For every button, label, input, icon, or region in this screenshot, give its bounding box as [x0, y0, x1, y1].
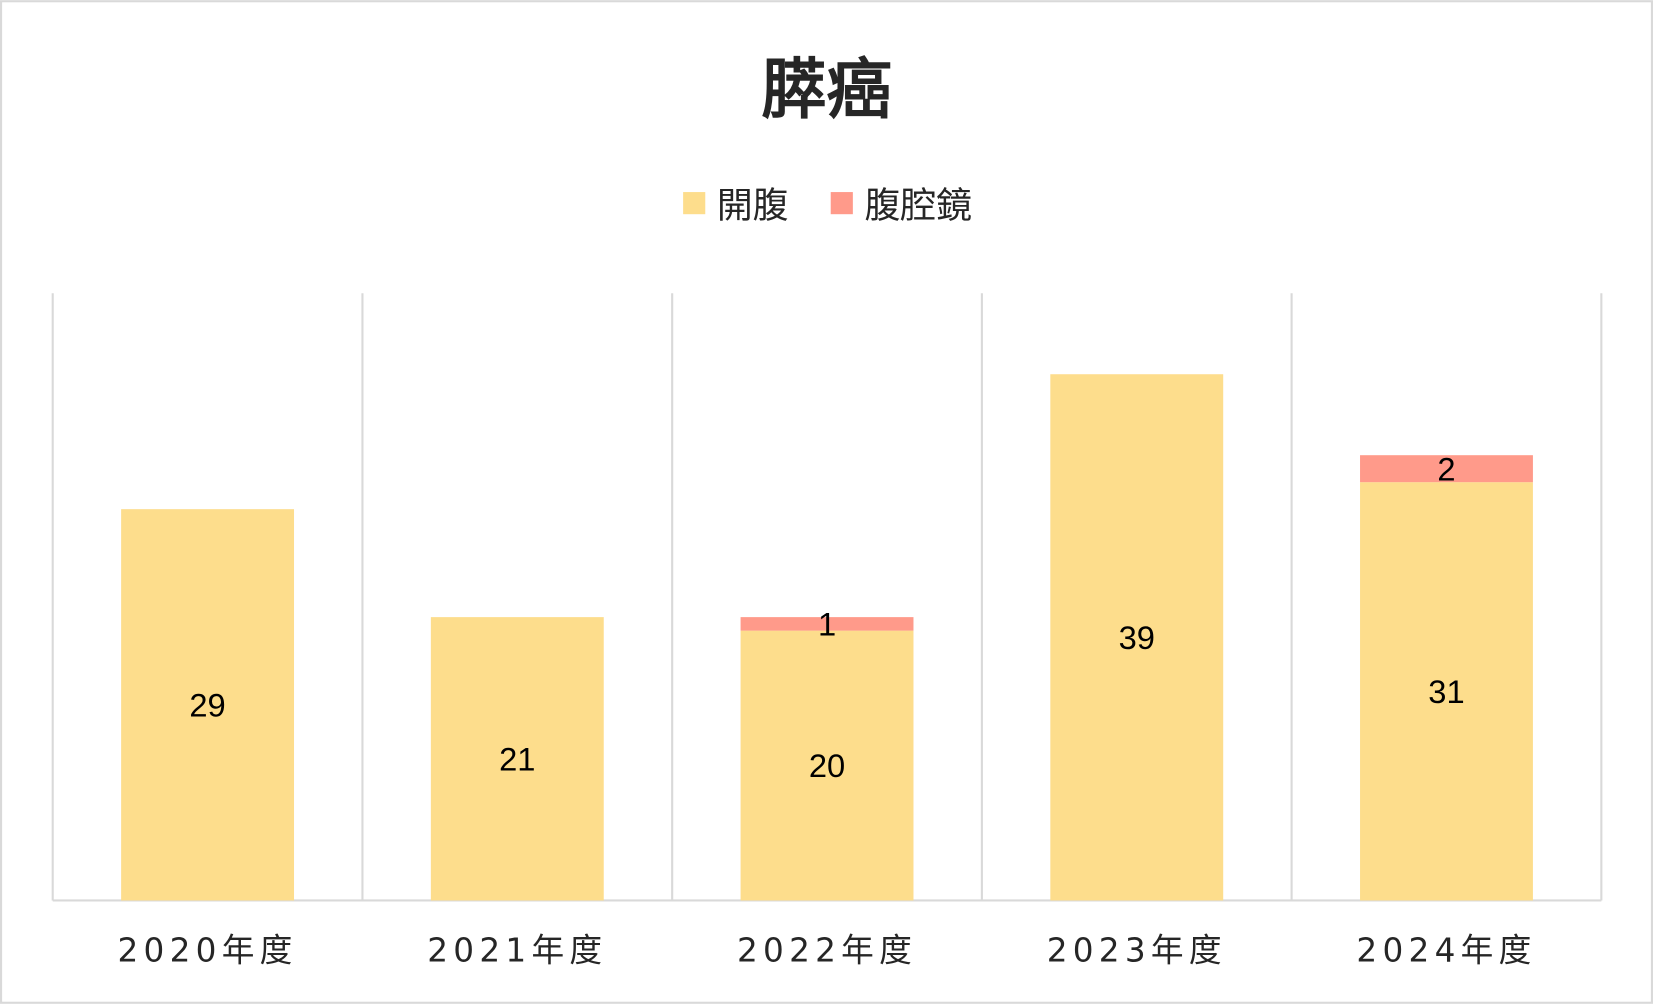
bar-0-3	[1050, 374, 1224, 901]
legend-swatch	[830, 192, 853, 215]
x-tick-label: 2022年度	[737, 932, 917, 970]
bar-0-0	[121, 509, 295, 901]
x-tick-label: 2024年度	[1356, 932, 1536, 970]
data-label: 20	[809, 747, 845, 784]
x-tick-label: 2021年度	[427, 932, 607, 970]
data-label: 21	[499, 740, 535, 777]
data-label: 31	[1428, 673, 1464, 710]
bars: 29 21 20 1 39 31 2	[121, 374, 1533, 901]
legend-label: 開腹	[717, 185, 789, 226]
bar-0-2	[740, 630, 914, 901]
data-label: 1	[818, 605, 836, 642]
bar-1-4	[1360, 455, 1533, 483]
data-label: 39	[1119, 619, 1155, 656]
bar-0-1	[430, 617, 604, 901]
chart-title: 膵癌	[761, 52, 892, 128]
legend-label: 腹腔鏡	[864, 185, 971, 226]
legend-swatch	[683, 192, 706, 215]
bar-0-4	[1360, 482, 1533, 901]
x-axis-ticks: 2020年度 2021年度 2022年度 2023年度 2024年度	[118, 932, 1536, 970]
x-tick-label: 2020年度	[118, 932, 298, 970]
x-tick-label: 2023年度	[1047, 932, 1227, 970]
data-label: 29	[189, 686, 225, 723]
data-label: 2	[1437, 450, 1455, 487]
legend: 開腹 腹腔鏡	[683, 185, 972, 226]
bar-1-2	[740, 617, 914, 631]
